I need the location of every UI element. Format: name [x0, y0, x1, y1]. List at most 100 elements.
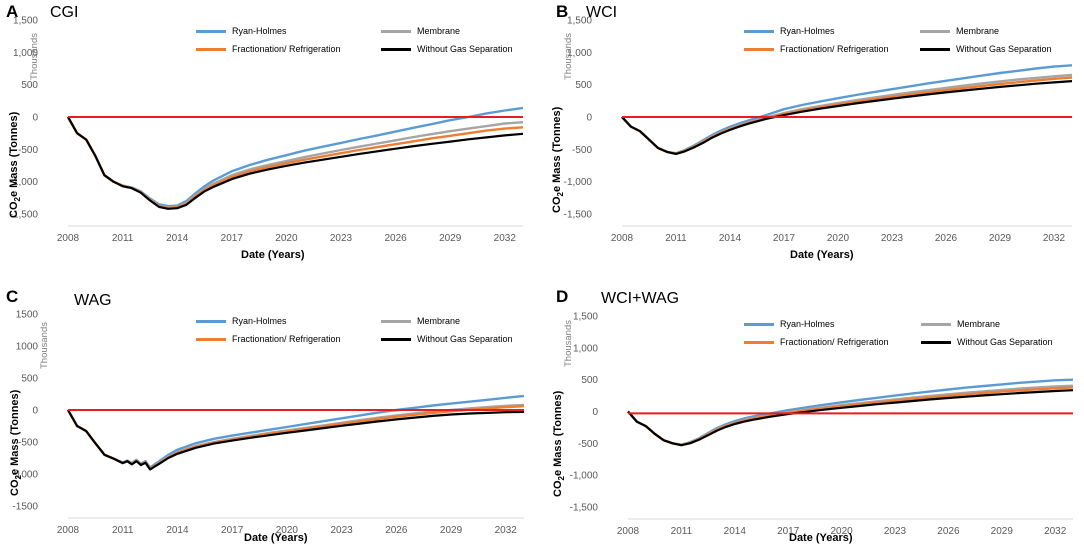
legend-label: Fractionation/ Refrigeration	[780, 337, 889, 347]
x-tick-label: 2029	[439, 233, 462, 244]
y-tick-label: -1,500	[564, 210, 593, 221]
y-axis-label-suffix: e Mass (Tonnes)	[8, 111, 20, 198]
y-tick-label: 1,000	[567, 48, 592, 59]
y-tick-label: 0	[32, 406, 38, 417]
y-tick-label: 500	[581, 375, 598, 386]
legend-label: Fractionation/ Refrigeration	[232, 44, 341, 54]
y-tick-label: -500	[578, 439, 598, 450]
chart-title: CGI	[50, 4, 79, 21]
panel-letter: D	[556, 287, 569, 306]
legend-label: Membrane	[957, 319, 1001, 329]
x-tick-label: 2023	[881, 233, 904, 244]
y-axis-label-subscript: 2	[557, 476, 567, 481]
x-tick-label: 2008	[617, 526, 640, 537]
y-tick-label: 1,000	[573, 343, 598, 354]
y-axis-label-subscript: 2	[14, 475, 24, 480]
x-tick-label: 2008	[57, 525, 80, 536]
x-tick-label: 2029	[991, 526, 1014, 537]
legend-label: Without Gas Separation	[956, 44, 1052, 54]
y-axis-label-suffix: e Mass (Tonnes)	[552, 390, 564, 477]
y-axis-label: CO2e Mass (Tonnes)	[9, 390, 23, 496]
y-tick-label: 500	[21, 80, 38, 91]
panel-letter: A	[6, 2, 19, 21]
legend-swatch	[920, 29, 950, 33]
x-tick-label: 2029	[989, 233, 1012, 244]
y-axis-label-subscript: 2	[13, 197, 23, 202]
x-tick-label: 2008	[57, 233, 80, 244]
x-tick-label: 2032	[494, 233, 517, 244]
series-line-without-gas-separation	[67, 116, 524, 210]
y-axis-label-prefix: CO	[552, 480, 564, 498]
panel-letter: C	[6, 287, 19, 306]
legend-item-without-gas-separation: Without Gas Separation	[381, 44, 513, 54]
x-axis-label: Date (Years)	[241, 249, 305, 261]
series-line-fractionation-refrigeration	[621, 76, 1073, 155]
legend-swatch	[196, 337, 226, 341]
x-tick-label: 2011	[671, 526, 693, 537]
x-tick-label: 2017	[773, 233, 796, 244]
x-tick-label: 2020	[276, 525, 299, 536]
legend-label: Membrane	[417, 316, 461, 326]
x-tick-label: 2020	[275, 233, 298, 244]
legend-swatch	[744, 29, 774, 33]
legend-swatch	[920, 47, 950, 51]
x-tick-label: 2032	[1043, 233, 1066, 244]
chart-plot: 1,500 1,000 500 0 -500 -1,000 -1,500 2008 2011 20…	[10, 16, 524, 244]
y-tick-label: -1000	[12, 470, 38, 481]
y-tick-label: -1,000	[570, 471, 599, 482]
x-axis-label: Date (Years)	[790, 249, 854, 261]
y-tick-label: -1,500	[10, 210, 39, 221]
series-line-ryan-holmes	[621, 64, 1073, 155]
x-tick-label: 2020	[827, 233, 850, 244]
legend-label: Ryan-Holmes	[780, 319, 835, 329]
chart-panel-c: C WAG 1500 1000 500 0 -500 -1000 -1500 2008 2011…	[0, 279, 542, 557]
y-tick-label: -500	[572, 145, 592, 156]
legend-item-fractionation: Fractionation/ Refrigeration	[744, 44, 889, 54]
y-tick-label: -500	[18, 145, 38, 156]
y-axis-label: CO2e Mass (Tonnes)	[552, 391, 566, 497]
legend-swatch	[196, 319, 226, 323]
x-axis-label: Date (Years)	[789, 532, 853, 544]
y-units-label: Thousands	[563, 32, 574, 80]
y-tick-label: -1,000	[10, 177, 39, 188]
legend-swatch	[381, 29, 411, 33]
legend-item-ryan-holmes: Ryan-Holmes	[196, 26, 287, 36]
legend-swatch	[744, 322, 774, 326]
chart-plot: 1500 1000 500 0 -500 -1000 -1500 2008 2011 2014 20…	[12, 310, 525, 536]
legend-label: Without Gas Separation	[957, 337, 1053, 347]
chart-title: WAG	[74, 292, 112, 309]
legend-item-ryan-holmes: Ryan-Holmes	[744, 319, 835, 329]
x-tick-label: 2008	[611, 233, 634, 244]
x-tick-label: 2032	[495, 525, 518, 536]
y-axis-label-prefix: CO	[551, 196, 563, 214]
legend-swatch	[744, 47, 774, 51]
y-units-label: Thousands	[29, 32, 40, 80]
x-tick-label: 2014	[166, 525, 189, 536]
y-units-label: Thousands	[39, 321, 50, 369]
y-tick-label: 1,000	[13, 48, 38, 59]
x-tick-label: 2023	[330, 525, 353, 536]
legend-swatch	[381, 337, 411, 341]
chart-plot: 1,500 1,000 500 0 -500 -1,000 -1,500 2008 2011 20…	[570, 312, 1074, 537]
y-tick-label: 0	[32, 113, 38, 124]
y-tick-label: 1,500	[13, 16, 38, 27]
series-line-without-gas-separation	[627, 389, 1074, 447]
chart-panel-a: A CGI 1,500 1,000 500 0 -500 -1,000 -1,500 2008…	[0, 0, 542, 278]
legend-swatch	[921, 340, 951, 344]
y-tick-label: -1500	[12, 502, 38, 513]
legend-swatch	[381, 47, 411, 51]
y-tick-label: 500	[21, 374, 38, 385]
legend-label: Without Gas Separation	[417, 334, 513, 344]
x-tick-label: 2011	[112, 233, 134, 244]
x-tick-label: 2017	[221, 233, 244, 244]
legend-item-membrane: Membrane	[920, 26, 999, 36]
chart-panel-b: B WCI 1,500 1,000 500 0 -500 -1,000 -1,500 2008…	[542, 0, 1084, 278]
y-tick-label: -1,000	[564, 177, 593, 188]
y-tick-label: 0	[586, 113, 592, 124]
legend-item-fractionation: Fractionation/ Refrigeration	[196, 334, 341, 344]
legend-item-without-gas-separation: Without Gas Separation	[920, 44, 1052, 54]
y-tick-label: 1000	[16, 342, 39, 353]
x-tick-label: 2023	[884, 526, 907, 537]
y-tick-label: 1500	[16, 310, 39, 321]
x-tick-label: 2023	[330, 233, 353, 244]
